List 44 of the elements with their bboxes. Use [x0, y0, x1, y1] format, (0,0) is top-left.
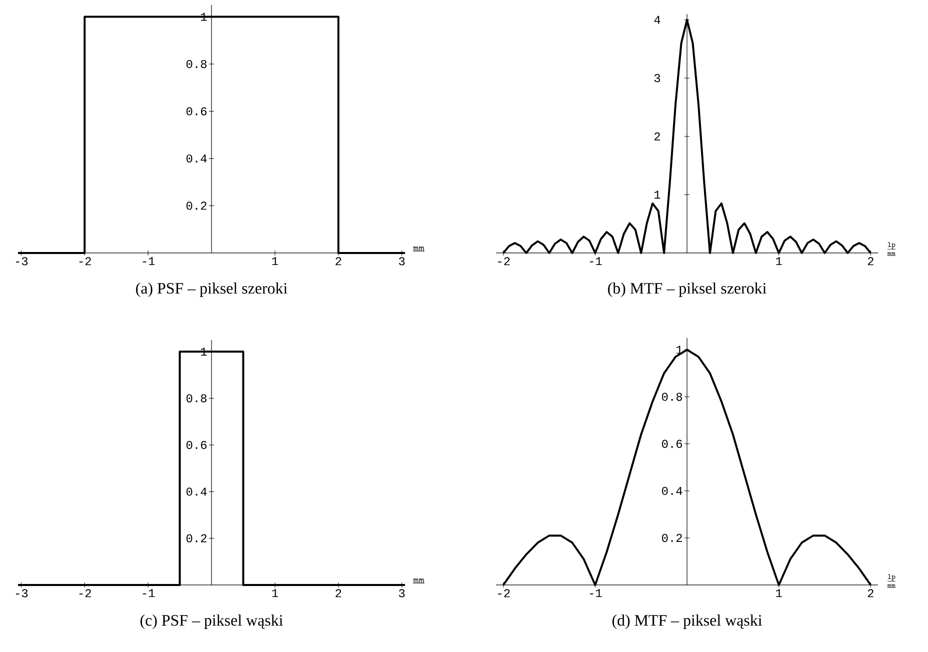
text: (b) MTF – piksel szeroki	[608, 282, 766, 297]
text: (c) PSF – piksel wąski	[140, 614, 283, 629]
x-axis-title: $\mathtt{mm}$	[413, 246, 424, 252]
text: (a) PSF – piksel szeroki	[136, 282, 288, 297]
x-tick-label: 1	[776, 589, 782, 598]
x-tick-label: -2	[498, 257, 510, 266]
y-tick-label: 0.2	[662, 534, 682, 542]
x-tick-label: -2	[79, 257, 91, 266]
y-tick-label: 0.6	[186, 107, 207, 116]
x-tick-label: 2	[336, 257, 342, 266]
y-tick-label: 3	[654, 74, 660, 82]
x-tick-label: -2	[79, 589, 91, 598]
y-tick-label: 0.8	[186, 394, 207, 402]
y-tick-label: 0.2	[186, 534, 206, 542]
x-tick-label: 1	[272, 257, 278, 266]
y-tick-label: 4	[654, 16, 660, 24]
y-tick-label: 0.2	[186, 202, 206, 210]
y-tick-label: 1	[654, 190, 660, 199]
y-tick-label: 0.6	[186, 440, 207, 450]
x-axis-title: $\frac{\mathtt{lp}}{\mathtt{mm}}$	[887, 242, 896, 256]
y-tick-label: 0.4	[186, 154, 207, 163]
x-tick-label: -1	[142, 589, 155, 598]
x-tick-label: -1	[590, 589, 602, 598]
x-tick-label: -1	[142, 257, 155, 266]
x-tick-label: 2	[868, 257, 874, 266]
x-tick-label: 1	[272, 589, 278, 598]
x-axis-title: $\mathtt{mm}$	[413, 578, 424, 584]
x-tick-label: 1	[776, 257, 782, 266]
y-tick-label: 0.6	[662, 440, 682, 448]
x-tick-label: -2	[498, 589, 510, 598]
x-tick-label: 3	[398, 589, 405, 598]
y-tick-label: 0.4	[662, 486, 682, 495]
y-tick-label: 0.4	[186, 488, 207, 496]
x-tick-label: -3	[16, 589, 28, 598]
y-tick-label: 0.8	[662, 392, 682, 401]
text: (d) MTF – piksel wąski	[612, 614, 762, 629]
x-tick-label: 3	[398, 257, 405, 266]
x-tick-label: -1	[590, 257, 602, 266]
y-tick-label: 0.8	[186, 60, 207, 68]
x-tick-label: 2	[868, 589, 874, 598]
x-axis-title: $\frac{\mathtt{lp}}{\mathtt{mm}}$	[887, 574, 896, 588]
x-tick-label: 2	[336, 589, 342, 598]
y-tick-label: 2	[654, 132, 660, 140]
x-tick-label: -3	[16, 257, 28, 266]
